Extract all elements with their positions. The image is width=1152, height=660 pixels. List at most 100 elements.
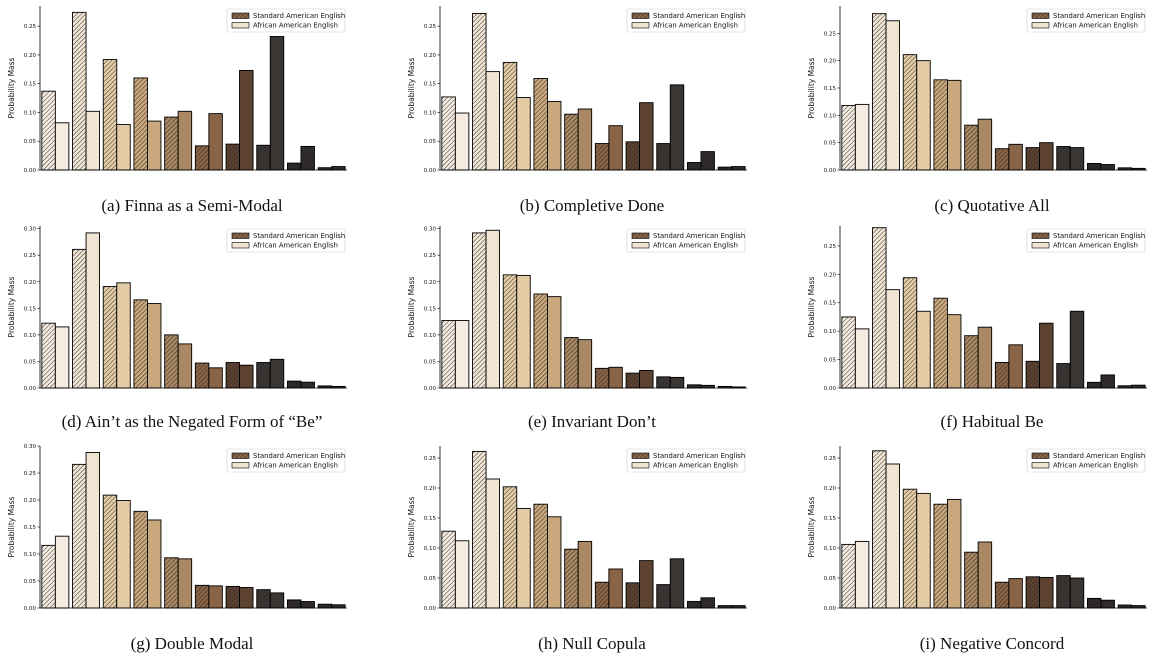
y-tick-label: 0.25 [424,24,437,30]
bar-sae [72,248,87,389]
legend-swatch-sae [1031,452,1050,459]
axis-frame [839,226,1147,389]
legend-swatch-sae [1031,12,1050,19]
bar-sae [1056,575,1071,609]
bar-aae [239,587,254,609]
bar-sae [502,486,518,609]
bar-aae [485,478,501,609]
bar-aae [516,507,531,609]
y-tick-label: 0.10 [424,333,437,339]
bar-aae [485,71,501,171]
chart-a: 0.00 0.05 0.10 0.15 0.20 0.25 Probability Mass… [7,6,347,174]
y-tick-label: 0.05 [824,576,837,582]
bar-sae [502,61,518,171]
bar-aae [269,36,285,171]
legend-swatch-sae [231,12,250,19]
bar-sae [164,557,179,609]
y-axis-label: Probability Mass [807,276,816,337]
axis-frame [39,446,347,609]
bar-sae [625,582,641,609]
bar-aae [1039,576,1054,609]
y-tick-label: 0.15 [24,82,37,88]
legend-label-aae: African American English [653,22,738,30]
bar-aae [331,166,346,171]
axis-frame [439,226,747,389]
bar-sae [964,551,979,609]
bar-sae [133,77,148,171]
bar-aae [577,540,593,609]
bar-sae [164,334,179,389]
chart-d: 0.00 0.05 0.10 0.15 0.20 0.25 0.30 Probability … [7,226,347,392]
bar-sae [441,320,456,389]
bar-sae [964,124,979,171]
legend-box [626,228,746,253]
bar-aae [946,79,962,171]
caption-a: (a) Finna as a Semi-Modal [101,196,283,215]
panel-f: 0.00 0.05 0.10 0.15 0.20 0.25 Probability Mass… [800,220,1152,440]
y-tick-label: 0.05 [424,139,437,145]
legend-swatch-sae [231,452,250,459]
legend-box [1026,8,1146,33]
bar-sae [225,585,241,609]
bar-sae [686,162,702,171]
y-tick-label: 0.10 [24,552,37,558]
y-axis-label: Probability Mass [407,57,416,118]
y-tick-label: 0.20 [24,498,37,504]
bar-aae [85,110,101,171]
axis-frame [839,6,1147,171]
y-tick-label: 0.25 [824,244,837,250]
bar-sae [1025,576,1041,609]
bar-sae [994,361,1010,389]
y-axis-label: Probability Mass [407,496,416,557]
bar-sae [933,79,948,171]
chart-c: 0.00 0.05 0.10 0.15 0.20 0.25 Probability Mass… [807,6,1147,174]
y-tick-label: 0.20 [824,486,837,492]
bar-aae [946,314,962,389]
bar-sae [502,274,518,389]
bar-sae [1025,147,1041,171]
bar-aae [208,367,223,389]
bar-aae [946,498,962,609]
y-tick-label: 0.25 [824,31,837,37]
bar-aae [269,358,285,389]
bar-aae [116,500,131,609]
bar-sae [994,148,1010,171]
y-tick-label: 0.00 [424,606,437,612]
legend-label-sae: Standard American English [1053,452,1145,460]
bar-sae [41,322,56,389]
bar-sae [472,13,487,171]
legend-box [226,8,346,33]
bar-sae [841,543,856,609]
y-tick-label: 0.00 [824,386,837,392]
legend-box [1026,448,1146,473]
bar-sae [472,450,487,609]
bar-sae [1086,381,1102,389]
legend-swatch-aae [1031,462,1050,469]
bar-sae [1025,360,1041,389]
bar-aae [208,113,223,171]
legend-label-aae: African American English [253,242,338,250]
y-tick-label: 0.30 [24,227,37,233]
legend-label-aae: African American English [653,242,738,250]
axis-frame [39,226,347,389]
bar-aae [731,166,746,171]
legend-label-sae: Standard American English [653,12,745,20]
bar-aae [916,310,931,389]
bar-sae [594,143,610,171]
y-tick-label: 0.20 [824,59,837,65]
y-tick-label: 0.20 [424,486,437,492]
y-tick-label: 0.05 [824,358,837,364]
bar-sae [1056,146,1071,171]
bar-sae [194,145,210,171]
bar-aae [454,112,470,171]
y-tick-label: 0.05 [24,579,37,585]
legend-swatch-aae [1031,22,1050,29]
bar-aae [1131,384,1146,389]
bar-sae [72,11,87,171]
y-tick-label: 0.15 [24,525,37,531]
bar-aae [546,516,562,609]
bar-sae [964,335,979,389]
bar-aae [885,463,901,609]
y-tick-label: 0.10 [424,110,437,116]
